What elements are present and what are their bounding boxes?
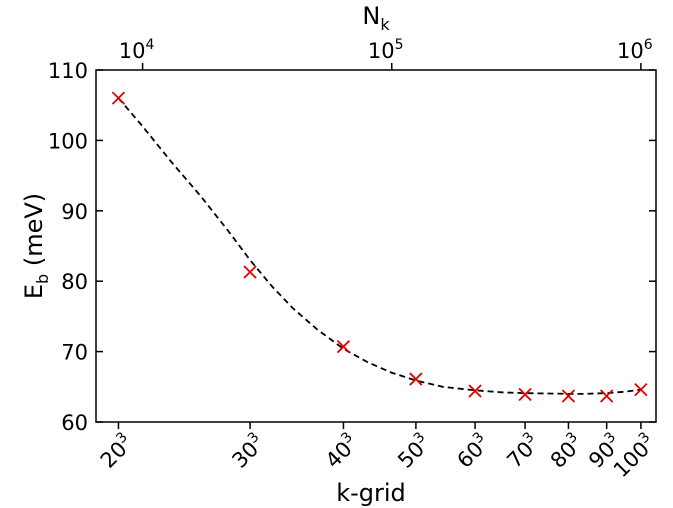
- y-axis-title: Eb (meV): [20, 193, 52, 299]
- x-tick-label: 603: [451, 429, 495, 473]
- fit-line: [117, 97, 641, 395]
- data-point: [634, 382, 648, 397]
- top-tick-label: 106: [617, 37, 653, 63]
- x-tick-label: 803: [544, 429, 588, 473]
- top-x-axis-title: Nk: [362, 2, 390, 34]
- y-tick-label: 80: [61, 270, 88, 294]
- data-point: [243, 265, 257, 279]
- y-tick-label: 90: [61, 200, 88, 224]
- top-tick-label: 104: [119, 37, 155, 63]
- y-tick-label: 70: [61, 341, 88, 365]
- data-point: [518, 387, 532, 402]
- x-tick-label: 703: [501, 429, 545, 473]
- x-tick-label: 303: [226, 429, 270, 473]
- data-point: [561, 389, 576, 403]
- x-tick-label: 203: [94, 429, 138, 473]
- data-point: [111, 91, 126, 105]
- data-point: [336, 340, 351, 354]
- y-tick-label: 60: [61, 411, 88, 435]
- y-tick-label: 100: [48, 129, 88, 153]
- y-tick-label: 110: [48, 59, 88, 83]
- plot-frame: [95, 69, 657, 423]
- x-tick-label: 403: [319, 429, 363, 473]
- data-point: [409, 372, 423, 386]
- x-tick-label: 503: [392, 429, 436, 473]
- data-point: [600, 389, 614, 403]
- data-point: [468, 384, 482, 398]
- top-tick-label: 105: [368, 37, 404, 63]
- x-axis-title: k-grid: [336, 479, 406, 507]
